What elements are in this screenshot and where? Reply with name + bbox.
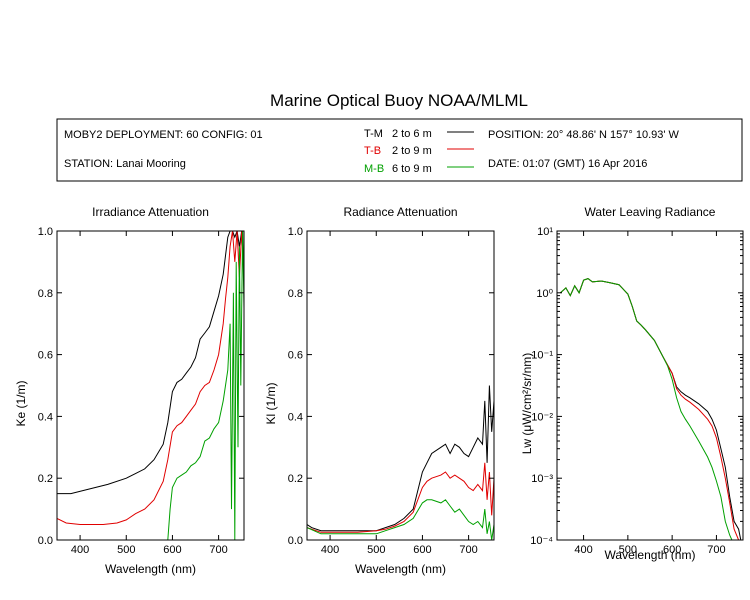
y-tick-label: 0.0	[38, 535, 53, 547]
panel-title: Water Leaving Radiance	[585, 205, 716, 219]
y-tick-label: 0.0	[288, 535, 303, 547]
y-tick-label: 0.8	[288, 288, 303, 300]
legend-entry-mb: M-B 6 to 9 m	[364, 163, 474, 175]
x-tick-label: 700	[209, 544, 227, 556]
series-group	[57, 231, 244, 540]
info-box	[56, 118, 743, 182]
y-axis-label: Ke (1/m)	[14, 380, 28, 426]
position-text: POSITION: 20° 48.86' N 157° 10.93' W	[488, 129, 680, 141]
legend: T-M 2 to 6 m T-B 2 to 9 m M-B 6 to 9 m	[364, 128, 474, 175]
y-tick-label: 10⁻³	[531, 473, 553, 485]
date-text: DATE: 01:07 (GMT) 16 Apr 2016	[488, 158, 647, 170]
y-tick-label: 10⁻²	[531, 411, 553, 423]
series-line-m-b	[560, 278, 733, 540]
x-tick-label: 500	[367, 544, 385, 556]
y-tick-label: 1.0	[288, 226, 303, 238]
x-tick-label: 500	[117, 544, 135, 556]
panel-water-leaving-radiance: 400 500 600 700 10⁻⁴ 10⁻³ 10⁻² 10⁻¹ 10⁰ 10¹ Water …	[520, 205, 744, 562]
x-axis-label: Wavelength (nm)	[605, 548, 696, 562]
series-line-t-b	[57, 231, 244, 525]
panel-title: Irradiance Attenuation	[92, 205, 209, 219]
y-tick-label: 10⁻¹	[531, 350, 553, 362]
series-line-t-m	[560, 278, 742, 540]
legend-key-mb: M-B	[364, 163, 384, 175]
y-tick-label: 1.0	[38, 226, 53, 238]
deployment-text: MOBY2 DEPLOYMENT: 60 CONFIG: 01	[64, 129, 263, 141]
x-tick-label: 700	[459, 544, 477, 556]
x-tick-label: 600	[413, 544, 431, 556]
y-axis-label: Kl (1/m)	[264, 382, 278, 424]
panel-irradiance-attenuation: 400 500 600 700 0.0 0.2 0.4 0.6 0.8 1.0 Irradiance…	[14, 205, 245, 576]
series-group	[560, 278, 742, 540]
x-axis-label: Wavelength (nm)	[105, 562, 196, 576]
y-tick-label: 0.2	[288, 473, 303, 485]
x-tick-label: 600	[663, 544, 681, 556]
y-tick-label: 0.4	[38, 411, 53, 423]
x-axis-label: Wavelength (nm)	[355, 562, 446, 576]
series-line-t-b	[307, 462, 494, 533]
y-tick-label: 0.6	[288, 350, 303, 362]
station-text: STATION: Lanai Mooring	[64, 158, 186, 170]
plot-frame	[56, 230, 245, 541]
x-tick-label: 500	[619, 544, 637, 556]
y-tick-label: 10⁻⁴	[530, 535, 553, 547]
y-tick-label: 0.2	[38, 473, 53, 485]
panel-radiance-attenuation: 400 500 600 700 0.0 0.2 0.4 0.6 0.8 1.0 Radiance A…	[264, 205, 495, 576]
y-tick-label: 0.6	[38, 350, 53, 362]
legend-key-tb: T-B	[364, 145, 381, 157]
y-tick-label: 10⁰	[536, 288, 553, 300]
y-tick-label: 10¹	[537, 226, 553, 238]
x-tick-label: 400	[321, 544, 339, 556]
figure-title: Marine Optical Buoy NOAA/MLML	[270, 91, 528, 110]
legend-range-tm: 2 to 6 m	[392, 128, 432, 140]
legend-key-tm: T-M	[364, 128, 383, 140]
series-line-t-b	[560, 278, 741, 540]
y-axis-label: Lw (μW/cm²/sr/nm)	[520, 353, 534, 455]
x-tick-label: 400	[574, 544, 592, 556]
plot-frame	[556, 230, 744, 541]
plot-frame	[306, 230, 495, 541]
y-tick-label: 0.4	[288, 411, 303, 423]
panel-title: Radiance Attenuation	[343, 205, 457, 219]
x-tick-label: 600	[163, 544, 181, 556]
series-line-t-m	[57, 231, 244, 495]
series-line-t-m	[307, 385, 494, 532]
legend-range-tb: 2 to 9 m	[392, 145, 432, 157]
x-tick-label: 700	[707, 544, 725, 556]
legend-entry-tm: T-M 2 to 6 m	[364, 128, 474, 140]
legend-range-mb: 6 to 9 m	[392, 163, 432, 175]
series-line-m-b	[307, 499, 494, 540]
legend-entry-tb: T-B 2 to 9 m	[364, 145, 474, 157]
series-group	[307, 385, 494, 540]
series-line-m-b	[167, 231, 244, 540]
x-tick-label: 400	[71, 544, 89, 556]
y-tick-label: 0.8	[38, 288, 53, 300]
